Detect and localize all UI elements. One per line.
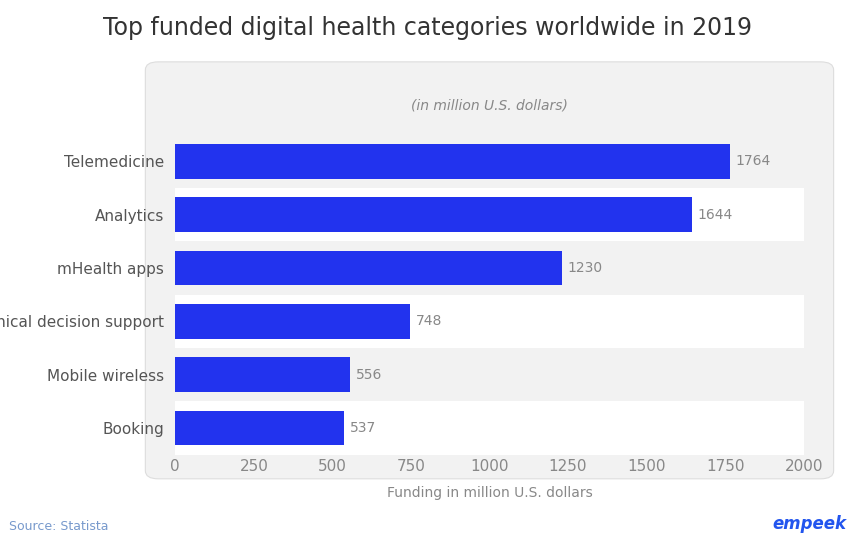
Bar (175, 295, 804, 348)
Bar (175, 357, 350, 392)
Text: empeek: empeek (772, 515, 846, 533)
Bar (175, 134, 804, 188)
Text: 1764: 1764 (735, 154, 770, 168)
Bar (175, 410, 344, 445)
Bar (175, 251, 562, 285)
Bar (175, 348, 804, 401)
Text: 537: 537 (350, 421, 376, 435)
Text: Source: Statista: Source: Statista (9, 520, 108, 533)
Text: 1644: 1644 (698, 208, 733, 222)
Text: 748: 748 (416, 314, 442, 328)
Bar (175, 401, 804, 455)
Bar (175, 304, 410, 338)
Bar (175, 188, 804, 241)
Text: 556: 556 (356, 367, 382, 381)
Text: (in million U.S. dollars): (in million U.S. dollars) (411, 99, 568, 113)
Bar (175, 197, 692, 232)
Bar (175, 241, 804, 295)
Text: 1230: 1230 (568, 261, 603, 275)
X-axis label: Funding in million U.S. dollars: Funding in million U.S. dollars (386, 486, 593, 500)
Text: Top funded digital health categories worldwide in 2019: Top funded digital health categories wor… (103, 16, 752, 40)
Bar (175, 144, 729, 179)
